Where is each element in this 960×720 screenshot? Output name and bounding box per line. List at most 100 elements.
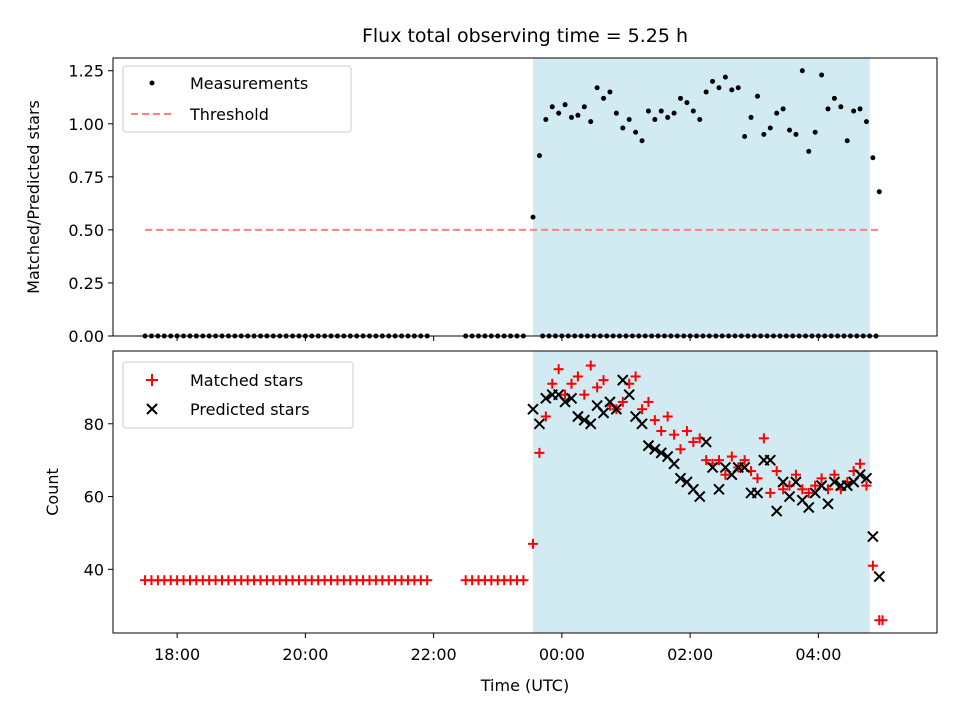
predicted-star-point <box>655 447 667 459</box>
ratio-x-ticks <box>176 336 819 341</box>
measurement-point <box>568 114 574 120</box>
measurement-point <box>780 106 786 112</box>
predicted-star-point <box>636 418 648 430</box>
measurement-point <box>536 153 542 159</box>
measurement-point <box>844 138 850 144</box>
matched-star-point <box>643 396 654 407</box>
count-legend-box <box>122 361 354 429</box>
matched-star-point <box>675 444 686 455</box>
measurement-point <box>620 125 626 131</box>
predicted-star-point <box>540 392 552 405</box>
matched-star-point <box>528 538 539 549</box>
matched-star-point <box>598 375 609 386</box>
x-tick-label: 18:00 <box>154 645 200 664</box>
predicted-star-point <box>572 410 584 423</box>
measurement-point <box>594 85 600 91</box>
measurement-point <box>819 72 825 78</box>
measurement-point <box>607 89 613 95</box>
matched-star-point <box>688 436 699 447</box>
y-tick-label: 1.25 <box>68 62 104 81</box>
measurement-point <box>710 78 716 84</box>
measurement-point <box>556 110 562 116</box>
y-tick-label: 40 <box>84 560 104 579</box>
ratio-legend-box <box>122 65 352 133</box>
legend-measurements-label: Measurements <box>190 74 308 93</box>
matched-star-point <box>579 389 590 400</box>
y-tick-label: 60 <box>84 488 104 507</box>
matched-star-point <box>855 458 866 469</box>
y-tick-label: 1.00 <box>68 115 104 134</box>
ratio-y-label: Matched/Predicted stars <box>24 100 43 294</box>
legend-matched-label: Matched stars <box>190 371 303 390</box>
predicted-star-point <box>854 469 866 481</box>
measurement-point <box>684 100 690 106</box>
measurement-point <box>613 110 619 116</box>
matched-star-point <box>637 404 648 415</box>
count-y-label: Count <box>43 468 62 516</box>
matched-star-point <box>752 473 763 484</box>
measurement-point <box>831 95 837 101</box>
matched-star-point <box>572 371 583 382</box>
predicted-star-point <box>617 374 629 386</box>
measurement-point <box>806 148 812 154</box>
predicted-star-point <box>790 476 802 488</box>
matched-star-point <box>877 615 888 626</box>
predicted-star-point <box>649 443 661 455</box>
predicted-star-point <box>623 388 635 401</box>
predicted-star-point <box>694 490 706 503</box>
measurement-point <box>742 134 748 140</box>
matched-star-point <box>656 426 667 437</box>
legend-threshold-label: Threshold <box>189 105 269 124</box>
measurement-point <box>787 127 793 133</box>
y-tick-label: 0.25 <box>68 274 104 293</box>
matched-star-point <box>739 455 750 466</box>
predicted-star-point <box>860 472 873 485</box>
predicted-star-point <box>738 461 751 474</box>
measurement-point <box>774 110 780 116</box>
matched-star-point <box>867 560 878 571</box>
chart-title: Flux total observing time = 5.25 h <box>362 25 688 47</box>
matched-star-point <box>585 360 596 371</box>
measurement-point <box>767 125 773 131</box>
y-tick-label: 80 <box>84 415 104 434</box>
measurement-point <box>735 85 741 91</box>
predicted-star-point <box>828 476 841 488</box>
matched-star-point <box>810 480 821 491</box>
measurement-point <box>729 87 735 93</box>
predicted-star-point <box>668 458 680 470</box>
ratio-panel: 0.00 0.25 0.50 0.75 1.00 1.25 Matched/Predict… <box>24 57 938 346</box>
measurement-point <box>665 114 671 120</box>
legend-predicted-marker <box>146 403 158 415</box>
legend-measurements-marker <box>149 80 155 86</box>
measurement-point <box>549 104 555 110</box>
measurement-point <box>562 102 568 108</box>
measurement-point <box>748 114 754 120</box>
matched-star-point <box>669 429 680 440</box>
predicted-star-point <box>610 403 623 415</box>
predicted-star-point <box>751 487 764 499</box>
measurement-point <box>530 214 536 220</box>
count-legend: Matched stars Predicted stars <box>122 361 354 429</box>
matched-star-point <box>518 575 529 586</box>
matched-star-point <box>816 473 827 484</box>
x-tick-label: 22:00 <box>411 645 457 664</box>
matched-star-point <box>547 378 558 389</box>
x-tick-label: 04:00 <box>795 645 841 664</box>
measurement-point <box>799 68 805 74</box>
predicted-star-point <box>873 570 885 583</box>
predicted-star-point <box>867 530 879 543</box>
matched-star-point <box>861 480 872 491</box>
measurement-point <box>722 74 728 80</box>
legend-matched-marker <box>146 374 158 386</box>
measurement-point <box>645 108 651 114</box>
measurement-point <box>812 129 818 135</box>
matched-star-point <box>617 396 628 407</box>
measurement-point <box>863 119 869 125</box>
predicted-star-point <box>527 403 539 415</box>
count-plot-frame <box>112 350 938 634</box>
predicted-star-point <box>803 501 815 514</box>
count-y-ticks: 40 60 80 <box>84 415 113 579</box>
measurement-point <box>658 108 664 114</box>
measurement-point <box>851 108 857 114</box>
measurement-point <box>761 131 767 137</box>
